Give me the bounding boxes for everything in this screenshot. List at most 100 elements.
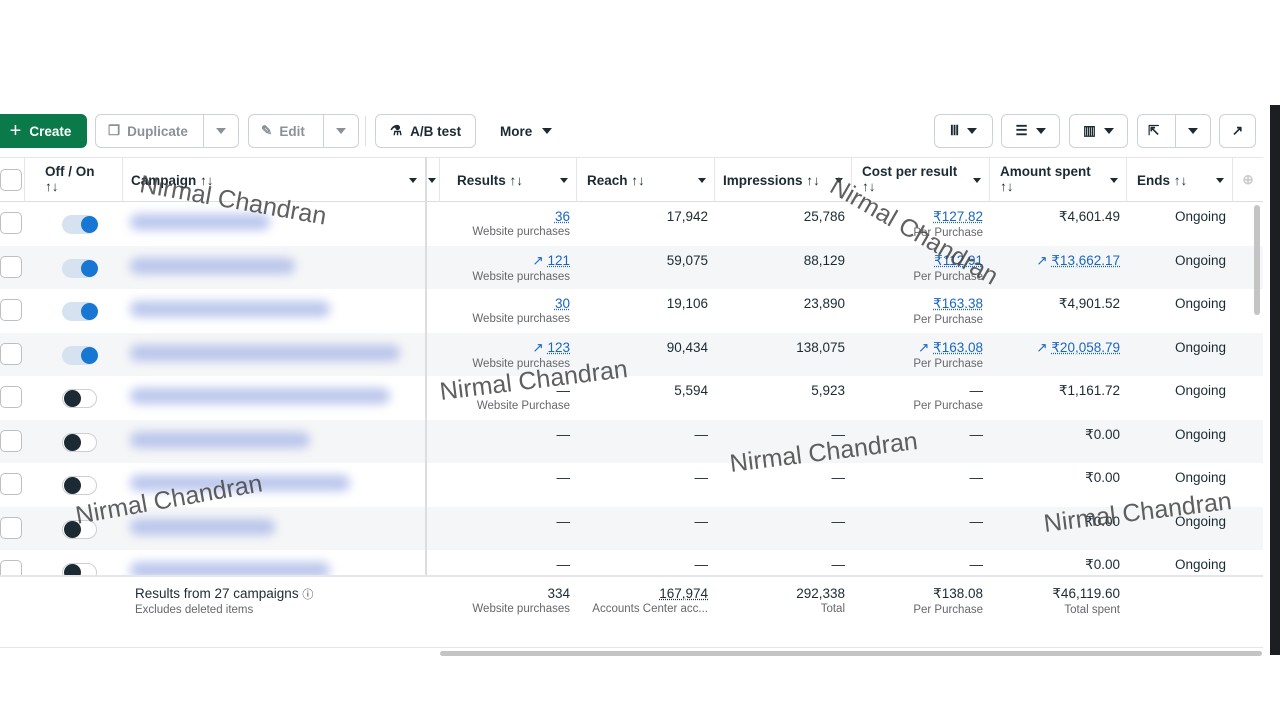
export-button-group: ⇱	[1137, 114, 1211, 148]
table-row[interactable]: — Website Purchase 5,594 5,923 — Per Purchase…	[0, 376, 1263, 420]
row-checkbox[interactable]	[0, 255, 22, 278]
campaign-toggle[interactable]	[62, 519, 97, 539]
edit-button-group: ✎ Edit	[248, 114, 359, 148]
campaign-name-redacted[interactable]	[130, 518, 275, 535]
campaign-name-redacted[interactable]	[130, 214, 270, 230]
cell-amount: ₹1,161.72	[1058, 383, 1120, 398]
cell-results: — Website Purchase	[476, 383, 570, 412]
cell-ends: Ongoing	[1174, 296, 1226, 311]
table-row[interactable]: ↗ 121 Website purchases 59,075 88,129 ₹112.9…	[0, 245, 1263, 289]
campaign-name-redacted[interactable]	[130, 344, 400, 361]
header-reach[interactable]: Reach ↑↓	[577, 158, 715, 202]
sort-icon: ↑↓	[1173, 172, 1188, 188]
caret-down-icon	[1216, 178, 1224, 183]
cell-results: —	[556, 426, 571, 442]
header-hidden[interactable]	[426, 158, 440, 202]
row-checkbox[interactable]	[0, 429, 22, 452]
columns-button[interactable]: Ⅲ	[934, 114, 993, 148]
campaign-name-redacted[interactable]	[130, 431, 310, 448]
trend-up-icon: ↗	[532, 252, 548, 268]
campaign-name-redacted[interactable]	[130, 562, 330, 578]
campaign-toggle[interactable]	[62, 215, 98, 234]
campaign-toggle[interactable]	[62, 432, 97, 452]
campaign-toggle[interactable]	[62, 476, 97, 495]
more-button[interactable]: More	[488, 114, 565, 148]
campaign-name-redacted[interactable]	[130, 257, 295, 274]
duplicate-dropdown[interactable]	[203, 115, 238, 147]
cell-results: ↗ 121 Website purchases	[472, 252, 570, 283]
cell-reach: 90,434	[666, 339, 708, 355]
cell-reach: —	[694, 557, 709, 572]
header-results[interactable]: Results ↑↓	[440, 158, 577, 202]
select-all-cell	[0, 158, 25, 202]
export-button[interactable]: ⇱	[1138, 115, 1175, 147]
create-button[interactable]: + Create	[0, 114, 87, 148]
campaign-toggle[interactable]	[62, 258, 98, 278]
header-impressions[interactable]: Impressions ↑↓	[715, 158, 852, 202]
cell-amount: ₹0.00	[1085, 513, 1120, 529]
cell-cost: —	[969, 557, 984, 572]
cell-cost: —	[969, 426, 984, 442]
sort-icon: ↑↓	[509, 172, 524, 188]
breakdown-icon: ☰	[1015, 123, 1028, 138]
cell-ends: Ongoing	[1174, 557, 1226, 572]
edit-dropdown[interactable]	[323, 115, 358, 147]
info-icon[interactable]: ⓘ	[302, 589, 314, 601]
caret-down-icon	[967, 128, 978, 134]
campaign-toggle[interactable]	[62, 389, 97, 408]
breakdown-button[interactable]: ☰	[1001, 114, 1060, 148]
vertical-scrollbar[interactable]	[1254, 205, 1260, 315]
select-all-checkbox[interactable]	[0, 169, 22, 191]
header-cost-per-result[interactable]: Cost per result ↑↓	[852, 158, 990, 202]
charts-button[interactable]: ↗	[1219, 114, 1256, 148]
table-row[interactable]: 36 Website purchases 17,942 25,786 ₹127.82 Pe…	[0, 202, 1263, 246]
sort-icon: ↑↓	[806, 172, 820, 188]
table-row[interactable]: — — — — ₹0.00 Ongoing	[0, 506, 1263, 550]
edit-button[interactable]: ✎ Edit	[261, 123, 305, 139]
campaign-toggle[interactable]	[62, 345, 98, 365]
table-row[interactable]: 30 Website purchases 19,106 23,890 ₹163.38 Pe…	[0, 289, 1263, 333]
duplicate-button[interactable]: ❐ Duplicate	[108, 123, 188, 139]
campaign-name-redacted[interactable]	[130, 475, 350, 491]
reports-button[interactable]: ▥	[1069, 114, 1128, 148]
add-column-button[interactable]: ⊕	[1233, 158, 1263, 202]
cell-ends: Ongoing	[1174, 470, 1226, 485]
cell-results: ↗ 123 Website purchases	[472, 339, 570, 370]
flask-icon: ⚗	[390, 123, 403, 138]
footer-amount: ₹46,119.60 Total spent	[1052, 586, 1120, 616]
table-row[interactable]: — — — — ₹0.00 Ongoing	[0, 463, 1263, 507]
row-checkbox[interactable]	[0, 386, 22, 408]
row-checkbox[interactable]	[0, 299, 22, 321]
row-checkbox[interactable]	[0, 516, 22, 539]
campaign-toggle[interactable]	[62, 302, 98, 321]
cell-results: —	[556, 557, 571, 572]
header-campaign[interactable]: Campaign ↑↓	[123, 158, 426, 202]
cell-results: —	[556, 470, 571, 485]
header-amount-spent[interactable]: Amount spent ↑↓	[990, 158, 1127, 202]
cell-impressions: —	[831, 557, 846, 572]
cell-amount: ₹0.00	[1085, 557, 1120, 572]
row-checkbox[interactable]	[0, 342, 22, 365]
table-row[interactable]: — — — — ₹0.00 Ongoing	[0, 419, 1263, 463]
cell-ends: Ongoing	[1174, 383, 1226, 398]
table-row[interactable]: ↗ 123 Website purchases 90,434 138,075 ↗ ₹16…	[0, 332, 1263, 376]
header-ends[interactable]: Ends ↑↓	[1127, 158, 1233, 202]
cell-cost: ₹112.91 Per Purchase	[913, 252, 983, 283]
ab-test-button[interactable]: ⚗ A/B test	[375, 114, 477, 148]
horizontal-scrollbar[interactable]	[440, 651, 1262, 656]
header-off-on[interactable]: Off / On ↑↓	[25, 158, 123, 202]
caret-down-icon	[560, 178, 568, 183]
export-dropdown[interactable]	[1175, 115, 1210, 147]
trend-up-icon: ↗	[918, 339, 934, 355]
campaign-name-redacted[interactable]	[130, 301, 330, 317]
footer-impressions: 292,338 Total	[796, 586, 845, 615]
cell-reach: —	[694, 470, 709, 485]
pencil-icon: ✎	[261, 123, 273, 138]
footer-cost: ₹138.08 Per Purchase	[913, 586, 983, 616]
columns-icon: Ⅲ	[949, 123, 960, 138]
campaign-name-redacted[interactable]	[130, 388, 390, 404]
row-checkbox[interactable]	[0, 473, 22, 495]
sort-icon: ↑↓	[200, 172, 214, 188]
duplicate-button-group: ❐ Duplicate	[95, 114, 239, 148]
row-checkbox[interactable]	[0, 212, 22, 234]
